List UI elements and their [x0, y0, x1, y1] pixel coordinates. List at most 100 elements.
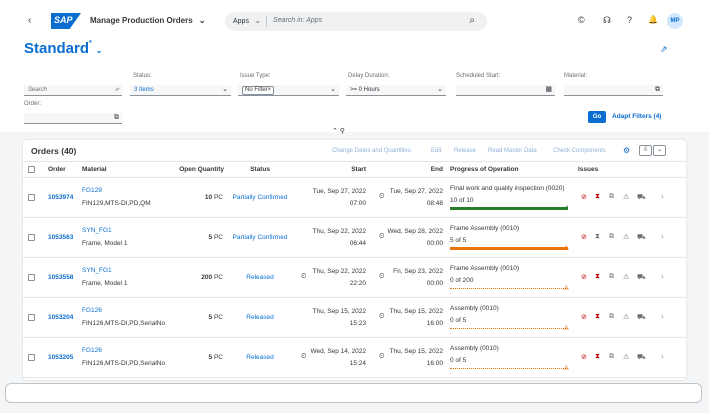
order-number[interactable]: 1053974: [48, 194, 74, 201]
order-number[interactable]: 1053204: [48, 314, 74, 321]
copilot-icon[interactable]: ©: [578, 15, 585, 25]
material-link[interactable]: SYN_FG1: [82, 227, 112, 234]
order-field[interactable]: ⧉: [24, 113, 122, 124]
chevron-down-icon[interactable]: ⌄: [437, 86, 443, 93]
row-checkbox[interactable]: [28, 354, 35, 361]
material-field[interactable]: ⧉: [564, 85, 663, 96]
status-link[interactable]: Partially Confirmed: [232, 234, 288, 241]
truck-icon[interactable]: ⛟: [637, 234, 646, 241]
truck-icon[interactable]: ⛟: [637, 314, 646, 321]
alert-icon[interactable]: ⚠: [623, 234, 630, 241]
search-icon[interactable]: ⌕: [115, 86, 119, 93]
variant-management[interactable]: Standard*⌄: [24, 40, 102, 57]
export-button[interactable]: ⇩: [639, 145, 652, 156]
change-dates-button[interactable]: Change Dates and Quantities: [332, 148, 411, 154]
sap-logo[interactable]: SAP: [51, 13, 81, 29]
export-menu-button[interactable]: ⌄: [653, 145, 666, 156]
alert-icon[interactable]: ⚠: [623, 314, 630, 321]
avatar[interactable]: MP: [667, 13, 683, 29]
share-icon[interactable]: ⇗: [660, 44, 668, 54]
no-filter-token[interactable]: No Filter×: [242, 86, 275, 95]
row-navigation-chevron[interactable]: ›: [661, 192, 664, 201]
shell-search[interactable]: Apps ⌄ Search in: Apps ⌕: [225, 12, 487, 31]
blocked-icon[interactable]: ⊘: [581, 274, 587, 281]
bell-icon[interactable]: 🔔: [648, 15, 658, 24]
material-link[interactable]: FG126: [82, 347, 102, 354]
status-link[interactable]: Released: [246, 274, 274, 281]
blocked-icon[interactable]: ⊘: [581, 354, 587, 361]
table-row[interactable]: 1053204 FG126 FIN126,MTS-DI,PD,SerialNo 5 P…: [23, 298, 686, 338]
truck-icon[interactable]: ⛟: [637, 274, 646, 281]
material-link[interactable]: FG126: [82, 307, 102, 314]
order-number[interactable]: 1053205: [48, 354, 74, 361]
row-checkbox[interactable]: [28, 234, 35, 241]
value-help-icon[interactable]: ⧉: [114, 114, 119, 121]
truck-icon[interactable]: ⛟: [637, 354, 646, 361]
issue-type-select[interactable]: No Filter× ⌄: [238, 85, 339, 96]
table-row[interactable]: 1053558 SYN_FG1 Frame, Model 1 200 PC Releas…: [23, 258, 686, 298]
column-header-end[interactable]: End: [430, 166, 443, 173]
search-icon[interactable]: ⌕: [469, 15, 475, 26]
hierarchy-icon[interactable]: ⧗: [595, 193, 600, 200]
chevron-down-icon[interactable]: ⌄: [330, 86, 336, 93]
edit-button[interactable]: Edit: [431, 148, 442, 154]
column-header-status[interactable]: Status: [250, 166, 270, 173]
alert-icon[interactable]: ⚠: [623, 194, 630, 201]
column-header-open-quantity[interactable]: Open Quantity: [179, 166, 224, 173]
row-navigation-chevron[interactable]: ›: [661, 272, 664, 281]
select-all-checkbox[interactable]: [28, 166, 35, 173]
gear-icon[interactable]: ⚙: [623, 146, 631, 155]
blocked-icon[interactable]: ⊘: [581, 314, 587, 321]
copy-icon[interactable]: ⧉: [609, 353, 614, 360]
table-row[interactable]: 1053563 SYN_FG1 Frame, Model 1 5 PC Partiall…: [23, 218, 686, 258]
search-field[interactable]: Search ⌕: [24, 85, 122, 96]
hierarchy-icon[interactable]: ⧗: [595, 353, 600, 360]
material-link[interactable]: SYN_FG1: [82, 267, 112, 274]
column-header-material[interactable]: Material: [82, 166, 107, 173]
status-link[interactable]: Released: [246, 314, 274, 321]
column-header-progress[interactable]: Progress of Operation: [450, 166, 519, 173]
copy-icon[interactable]: ⧉: [609, 273, 614, 280]
copy-icon[interactable]: ⧉: [609, 233, 614, 240]
row-navigation-chevron[interactable]: ›: [661, 352, 664, 361]
copy-icon[interactable]: ⧉: [609, 193, 614, 200]
hierarchy-icon[interactable]: ⧗: [595, 233, 600, 240]
table-row[interactable]: 1053974 FG129 FIN129,MTS-DI,PD,QM 10 PC Part…: [23, 178, 686, 218]
read-master-data-button[interactable]: Read Master Data: [488, 148, 537, 154]
alert-icon[interactable]: ⚠: [623, 274, 630, 281]
chevron-down-icon[interactable]: ⌄: [222, 86, 228, 93]
table-row[interactable]: 1053205 FG126 FIN126,MTS-DI,PD,SerialNo 5 P…: [23, 338, 686, 378]
row-checkbox[interactable]: [28, 194, 35, 201]
go-button[interactable]: Go: [588, 111, 606, 123]
help-icon[interactable]: ?: [627, 15, 633, 25]
blocked-icon[interactable]: ⊘: [581, 234, 587, 241]
row-navigation-chevron[interactable]: ›: [661, 312, 664, 321]
truck-icon[interactable]: ⛟: [637, 194, 646, 201]
release-button[interactable]: Release: [454, 148, 477, 154]
copy-icon[interactable]: ⧉: [609, 313, 614, 320]
blocked-icon[interactable]: ⊘: [581, 194, 587, 201]
order-number[interactable]: 1053563: [48, 234, 74, 241]
search-scope-select[interactable]: Apps ⌄: [233, 17, 261, 25]
adapt-filters-button[interactable]: Adapt Filters (4): [612, 113, 662, 120]
row-checkbox[interactable]: [28, 314, 35, 321]
calendar-icon[interactable]: ▦: [545, 86, 552, 93]
headset-icon[interactable]: ☊: [603, 15, 611, 25]
back-icon[interactable]: ‹: [28, 15, 32, 26]
alert-icon[interactable]: ⚠: [623, 354, 630, 361]
value-help-icon[interactable]: ⧉: [655, 86, 660, 93]
hierarchy-icon[interactable]: ⧗: [595, 313, 600, 320]
scheduled-start-field[interactable]: ▦: [456, 85, 555, 96]
order-number[interactable]: 1053558: [48, 274, 74, 281]
check-components-button[interactable]: Check Components: [553, 148, 606, 154]
collapse-header-icon[interactable]: ⌃ ⚲: [332, 128, 345, 135]
hierarchy-icon[interactable]: ⧗: [595, 273, 600, 280]
search-input[interactable]: Search in: Apps: [273, 17, 323, 24]
delay-duration-select[interactable]: >= 0 Hours ⌄: [346, 85, 446, 96]
status-link[interactable]: Partially Confirmed: [232, 194, 288, 201]
column-header-order[interactable]: Order: [48, 166, 66, 173]
app-title-menu[interactable]: Manage Production Orders ⌄: [90, 16, 206, 25]
status-link[interactable]: Released: [246, 354, 274, 361]
token-close-icon[interactable]: ×: [267, 87, 272, 93]
column-header-issues[interactable]: Issues: [578, 166, 599, 173]
